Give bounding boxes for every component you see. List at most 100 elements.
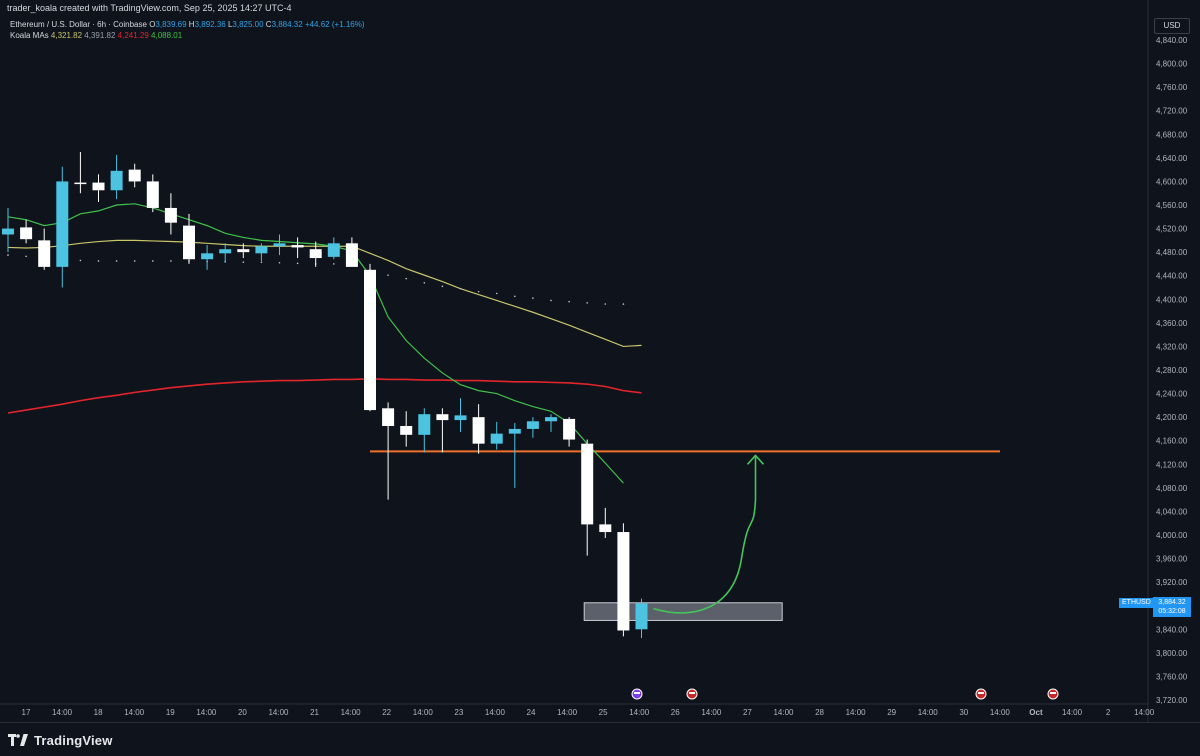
tradingview-logo[interactable]: TradingView [8, 732, 113, 748]
candle-up [273, 243, 286, 247]
ma-white-value: 4,391.82 [84, 31, 116, 40]
x-tick-label: 24 [527, 708, 536, 717]
candle-down [38, 240, 51, 267]
ma-dot [387, 274, 389, 276]
x-tick-label: 27 [743, 708, 752, 717]
x-tick-label: 14:00 [701, 708, 722, 717]
candle-down [164, 207, 177, 223]
x-tick-label: 2 [1106, 708, 1111, 717]
ma-red-line [7, 378, 642, 414]
y-tick-label: 3,800.00 [1156, 649, 1188, 658]
candle-up [110, 170, 123, 191]
candle-down [20, 227, 33, 240]
y-tick-label: 4,840.00 [1156, 36, 1188, 45]
y-tick-label: 4,160.00 [1156, 437, 1188, 446]
ma-dot [170, 260, 172, 262]
ma-dot [7, 254, 9, 256]
y-tick-label: 4,720.00 [1156, 107, 1188, 116]
ma-dot [495, 292, 498, 295]
candle-down [563, 418, 576, 440]
candle-down [309, 249, 322, 259]
event-icon-detail [978, 692, 984, 694]
y-tick-label: 4,400.00 [1156, 295, 1188, 304]
candle-down [128, 169, 141, 182]
event-icon-detail [689, 692, 695, 694]
high-value: 3,892.36 [194, 20, 226, 29]
candle-down [382, 408, 395, 426]
projection-arrowhead [746, 454, 765, 465]
y-tick-label: 4,200.00 [1156, 413, 1188, 422]
high-label: H [188, 20, 195, 29]
y-tick-label: 4,640.00 [1156, 154, 1188, 163]
credit-text: trader_koala created with TradingView.co… [7, 3, 292, 13]
y-tick-label: 3,920.00 [1156, 578, 1188, 587]
symbol-title[interactable]: Ethereum / U.S. Dollar · 6h · Coinbase [10, 20, 147, 29]
x-tick-label: 14:00 [268, 708, 289, 717]
candle-up [490, 433, 503, 444]
candle-up [635, 603, 648, 630]
x-tick-label: 28 [815, 708, 824, 717]
x-tick-label: 14:00 [918, 708, 939, 717]
ma-yellow-value: 4,321.82 [50, 31, 83, 40]
ma-dot [333, 263, 335, 265]
candle-down [436, 414, 449, 421]
ma-yellow-line [7, 239, 642, 348]
x-tick-label: 14:00 [413, 708, 434, 717]
candle-up [545, 417, 557, 422]
y-tick-label: 4,080.00 [1156, 484, 1188, 493]
ma-dot [79, 259, 82, 262]
ma-dot [477, 290, 480, 293]
x-tick-label: 14:00 [990, 708, 1011, 717]
y-tick-label: 4,800.00 [1156, 60, 1188, 69]
low-label: L [227, 20, 233, 29]
candle-up [327, 243, 340, 257]
ma-dot [604, 303, 607, 305]
symbol-price-tag: ETHUSD [1119, 598, 1154, 608]
ma-indicator-label[interactable]: Koala MAs [10, 31, 49, 40]
demand-zone-box [583, 602, 783, 621]
x-tick-label: 18 [94, 708, 103, 717]
x-tick-label: 23 [454, 708, 463, 717]
projection-arrow [653, 455, 757, 614]
y-tick-label: 4,240.00 [1156, 390, 1188, 399]
ma-dot [514, 295, 516, 298]
open-value: 3,839.69 [155, 20, 187, 29]
ma-legend: Koala MAs 4,321.82 4,391.82 4,241.29 4,0… [10, 31, 182, 40]
x-tick-label: 14:00 [773, 708, 794, 717]
candle-up [508, 428, 521, 434]
low-value: 3,825.00 [232, 20, 264, 29]
candle-down [364, 269, 376, 411]
candle-down [617, 532, 630, 631]
x-tick-label: 14:00 [52, 708, 73, 717]
bar-countdown: 05:32:08 [1158, 608, 1186, 615]
candle-down [74, 182, 87, 185]
x-tick-label: 26 [671, 708, 680, 717]
candle-down [400, 425, 413, 435]
x-tick-label: 29 [887, 708, 896, 717]
ma-green-value: 4,088.01 [151, 31, 183, 40]
footer-bar: TradingView [0, 722, 1200, 756]
chart-canvas[interactable]: 4,840.00 4,800.00 4,760.00 4,720.00 4,680.00… [0, 0, 1200, 722]
x-tick-label: 14:00 [485, 708, 506, 717]
x-tick-label: 21 [310, 708, 319, 717]
ma-dot [459, 287, 462, 290]
y-tick-label: 4,760.00 [1156, 83, 1188, 92]
y-tick-label: 4,600.00 [1156, 177, 1188, 186]
ma-dot [97, 260, 100, 262]
x-tick-label: 19 [166, 708, 175, 717]
x-tick-label: 14:00 [629, 708, 650, 717]
ma-dot [405, 277, 408, 280]
x-tick-label: 30 [959, 708, 968, 717]
close-value: 3,884.32 [271, 20, 303, 29]
ma-dot [260, 261, 263, 263]
event-icon-detail [634, 692, 640, 694]
candle-down [92, 182, 105, 191]
y-tick-label: 4,320.00 [1156, 342, 1188, 351]
close-label: C [265, 20, 272, 29]
last-price-tag: 3,884.32 05:32:08 [1153, 597, 1191, 617]
change-value: +44.62 (+1.16%) [304, 20, 365, 29]
x-tick-label: 14:00 [1062, 708, 1083, 717]
candle-down [183, 225, 195, 260]
currency-button[interactable]: USD [1154, 18, 1190, 34]
